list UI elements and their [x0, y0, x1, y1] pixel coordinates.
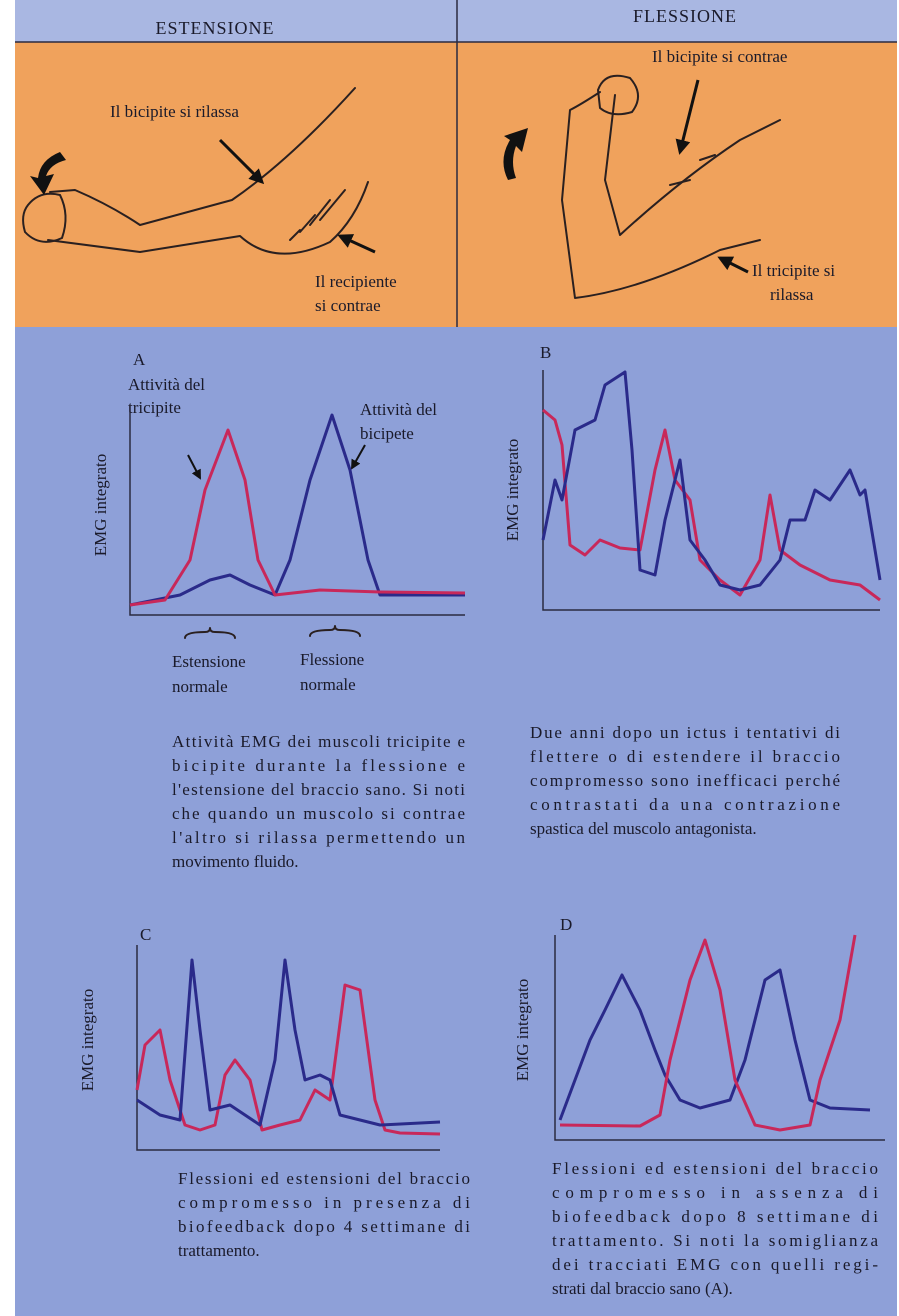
caption-line: bicipite durante la flessione e	[172, 756, 465, 775]
caption-line: Flessioni ed estensioni del braccio	[552, 1159, 878, 1178]
chart-a: A Attività del tricipite Attività del bi…	[91, 350, 466, 696]
arm-flexion	[503, 74, 781, 299]
caption-line: compromesso in presenza di	[178, 1193, 470, 1212]
header-bar	[15, 0, 897, 42]
caption-line: strati dal braccio sano (A).	[552, 1279, 733, 1298]
caption-line: flettere o di estendere il braccio	[530, 747, 840, 766]
x-label: Flessione	[300, 650, 364, 669]
illustration-label: Il bicipite si contrae	[652, 47, 787, 66]
caption-line: Flessioni ed estensioni del braccio	[178, 1169, 470, 1188]
illustration-label: si contrae	[315, 296, 381, 315]
caption: Flessioni ed estensioni del braccio comp…	[178, 1169, 470, 1260]
illustration-label: Il bicipite si rilassa	[110, 102, 239, 121]
illustration-label: Il recipiente	[315, 272, 397, 291]
y-axis-label: EMG integrato	[503, 439, 522, 541]
caption-line: movimento fluido.	[172, 852, 299, 871]
y-axis-label: EMG integrato	[91, 454, 110, 556]
caption-line: l'altro si rilassa permettendo un	[172, 828, 466, 847]
x-label: normale	[300, 675, 356, 694]
chart-b: B EMG integrato	[503, 343, 882, 611]
caption-line: contrastati da una contrazione	[530, 795, 840, 814]
header-title: FLESSIONE	[633, 6, 737, 26]
panel-letter: A	[133, 350, 146, 369]
x-label: Estensione	[172, 652, 246, 671]
caption-line: compromesso sono inefficaci perché	[530, 771, 840, 790]
caption-line: che quando un muscolo si contrae	[172, 804, 465, 823]
panel-letter: D	[560, 915, 572, 934]
caption-line: spastica del muscolo antagonista.	[530, 819, 757, 838]
annotation: Attività del	[360, 400, 437, 419]
caption: Due anni dopo un ictus i tentativi di fl…	[530, 723, 840, 838]
annotation: tricipite	[128, 398, 181, 417]
chart-c: C EMG integrato	[78, 925, 441, 1151]
caption-line: l'estensione del braccio sano. Si noti	[172, 780, 465, 799]
annotation: Attività del	[128, 375, 205, 394]
caption-line: trattamento. Si noti la somiglianza	[552, 1231, 878, 1250]
illustration-panel	[15, 42, 897, 327]
arm-extension	[22, 87, 376, 255]
y-axis-label: EMG integrato	[513, 979, 532, 1081]
panel-letter: B	[540, 343, 551, 362]
chart-d: D EMG integrato	[513, 915, 885, 1141]
caption-line: trattamento.	[178, 1241, 260, 1260]
panel-letter: C	[140, 925, 151, 944]
illustration-label: Il tricipite si	[752, 261, 835, 280]
caption-line: Attività EMG dei muscoli tricipite e	[172, 732, 465, 751]
header-title: ESTENSIONE	[156, 18, 275, 38]
illustration-label: rilassa	[770, 285, 814, 304]
caption-line: dei tracciati EMG con quelli regi-	[552, 1255, 878, 1274]
x-label: normale	[172, 677, 228, 696]
annotation: bicipete	[360, 424, 414, 443]
y-axis-label: EMG integrato	[78, 989, 97, 1091]
